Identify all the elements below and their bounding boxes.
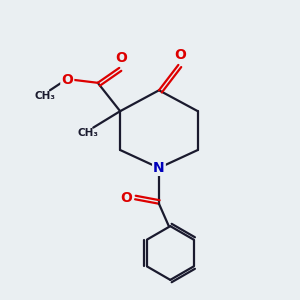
Text: CH₃: CH₃ (77, 128, 98, 138)
Text: CH₃: CH₃ (34, 91, 55, 101)
Text: O: O (115, 51, 127, 65)
Text: N: N (153, 161, 165, 175)
Text: O: O (120, 191, 132, 205)
Text: O: O (61, 73, 73, 87)
Text: O: O (174, 48, 186, 62)
